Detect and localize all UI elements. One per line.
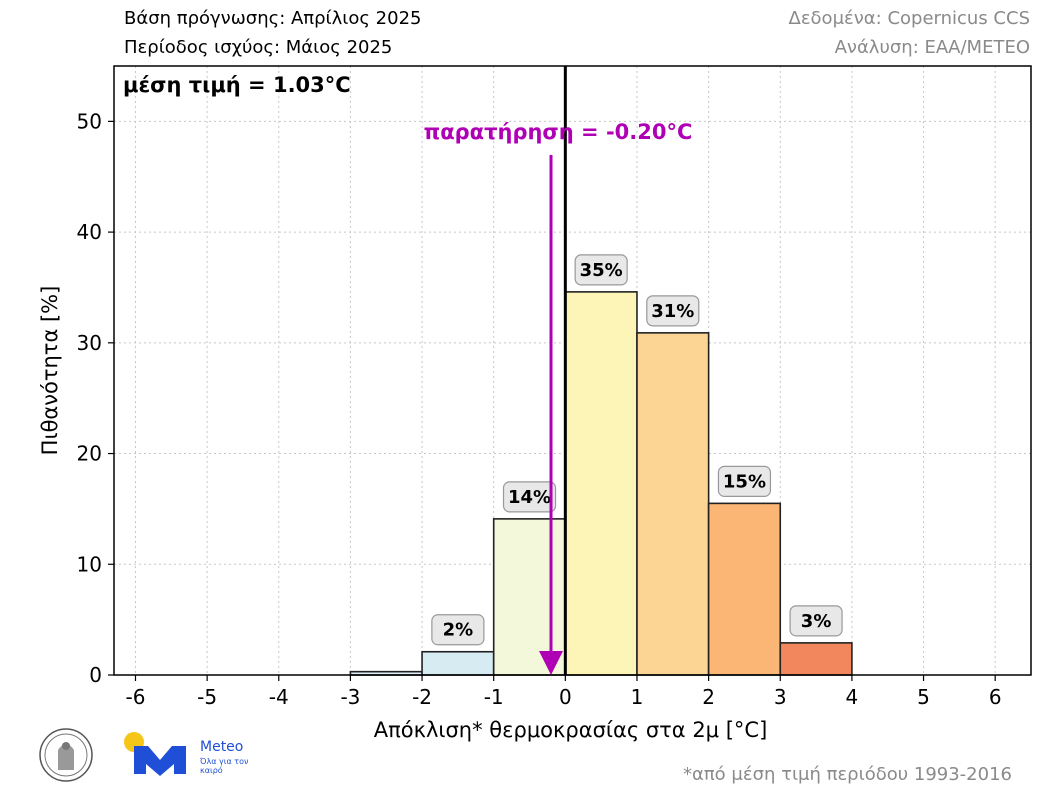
x-tick-label: 2 (702, 685, 715, 709)
meteo-logo (124, 732, 186, 776)
x-tick-label: 5 (917, 685, 930, 709)
x-axis-label: Απόκλιση* θερμοκρασίας στα 2μ [°C] (374, 718, 768, 742)
mean-value-label: μέση τιμή = 1.03°C (123, 73, 351, 97)
histogram-bar (565, 292, 637, 675)
y-axis-label: Πιθανότητα [%] (38, 286, 62, 456)
x-tick-label: -3 (340, 685, 360, 709)
observatory-seal-logo (40, 729, 92, 781)
x-tick-label: 0 (559, 685, 572, 709)
y-tick-label: 30 (77, 331, 102, 355)
histogram-bar (709, 503, 781, 675)
y-tick-label: 40 (77, 220, 102, 244)
x-tick-label: -2 (412, 685, 432, 709)
bar-data-label: 14% (508, 487, 551, 508)
y-tick-label: 50 (77, 109, 102, 133)
y-tick-label: 20 (77, 442, 102, 466)
observation-label: παρατήρηση = -0.20°C (424, 120, 693, 144)
bar-data-label: 2% (443, 620, 474, 641)
x-tick-label: -6 (126, 685, 146, 709)
logos (38, 722, 278, 788)
meteo-brand-text: Meteo (200, 740, 243, 755)
histogram-bar (637, 333, 709, 675)
bar-data-label: 35% (580, 260, 623, 281)
footnote: *από μέση τιμή περιόδου 1993-2016 (683, 764, 1012, 785)
bar-data-label: 3% (801, 611, 832, 632)
y-tick-label: 10 (77, 552, 102, 576)
histogram-bar (780, 643, 852, 675)
y-tick-label: 0 (89, 663, 102, 687)
x-tick-label: 4 (846, 685, 859, 709)
x-tick-label: -4 (269, 685, 289, 709)
x-tick-label: 3 (774, 685, 787, 709)
bar-data-label: 31% (651, 301, 694, 322)
x-tick-label: 1 (631, 685, 644, 709)
x-tick-label: -1 (484, 685, 504, 709)
meteo-tagline: Όλα για τον καιρό (200, 757, 260, 775)
x-tick-label: 6 (989, 685, 1002, 709)
bar-data-label: 15% (723, 471, 766, 492)
histogram-bar (422, 652, 494, 675)
x-tick-label: -5 (197, 685, 217, 709)
